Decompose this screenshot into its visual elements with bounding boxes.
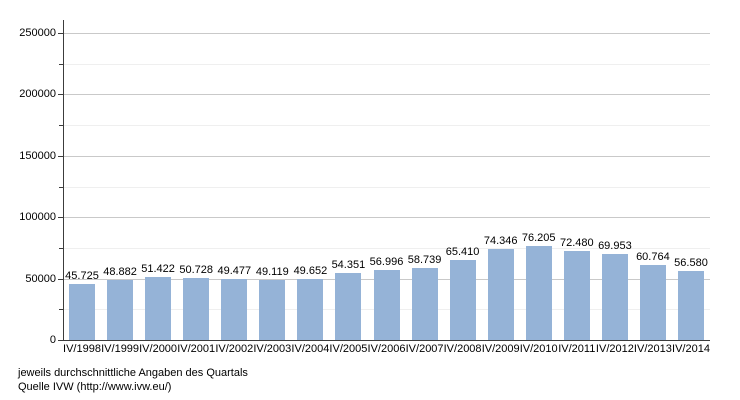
bar-value-label: 50.728 [179, 263, 214, 276]
bar-value-label: 76.205 [521, 232, 556, 245]
bar-value-label: 56.580 [674, 256, 708, 269]
bar-value-label: 74.346 [483, 234, 518, 247]
y-tick-label: 0 [49, 334, 56, 346]
bar [183, 277, 210, 340]
y-tick-label: 50000 [25, 272, 56, 285]
bar-value-label: 54.351 [331, 259, 366, 272]
bar-value-label: 72.480 [559, 237, 594, 249]
y-tick-minor [59, 125, 63, 127]
bar-value-label: 58.739 [407, 253, 442, 266]
y-tick-label: 100000 [19, 211, 56, 224]
bar [335, 273, 362, 340]
y-tick-label: 150000 [19, 149, 56, 162]
gridline-minor [63, 247, 710, 249]
y-tick-minor [59, 63, 63, 65]
footer-note: jeweils durchschnittliche Angaben des Qu… [18, 367, 248, 379]
y-tick-minor [59, 309, 63, 311]
x-tick-label: IV/2000 [139, 343, 178, 355]
y-tick-label: 200000 [19, 88, 56, 101]
bar [373, 270, 400, 340]
bar [525, 246, 552, 340]
bar-value-label: 65.410 [445, 245, 480, 258]
bar-value-label: 49.477 [217, 265, 252, 278]
x-tick-label: IV/2002 [215, 343, 254, 355]
x-tick-label: IV/2011 [558, 343, 596, 355]
x-tick-label: IV/2006 [367, 343, 406, 355]
x-tick-label: IV/2001 [177, 343, 216, 355]
x-tick-label: IV/1999 [101, 343, 140, 355]
x-tick-label: IV/2009 [481, 343, 520, 355]
y-tick-minor [59, 247, 63, 249]
y-tick-major [58, 33, 63, 34]
bar-value-label: 51.422 [141, 262, 175, 275]
y-tick-minor [59, 186, 63, 188]
x-tick-label: IV/2005 [329, 343, 368, 355]
bar-value-label: 48.882 [103, 266, 137, 278]
gridline-minor [63, 125, 710, 127]
y-tick-label: 250000 [19, 27, 56, 39]
bar [145, 276, 172, 340]
gridline-major [63, 33, 710, 34]
x-tick-label: IV/2014 [672, 343, 710, 355]
gridline-minor [63, 63, 710, 65]
x-tick-label: IV/2010 [519, 343, 558, 355]
bar [297, 279, 324, 340]
y-tick-major [58, 94, 63, 96]
bar [678, 270, 704, 340]
bar [69, 283, 95, 340]
bar [107, 280, 134, 340]
bar [221, 279, 248, 340]
bar [563, 251, 590, 340]
y-tick-major [58, 155, 63, 157]
y-tick-major [58, 217, 63, 219]
bar-value-label: 49.652 [293, 265, 328, 277]
x-tick-label: IV/2012 [595, 343, 634, 355]
bar-value-label: 60.764 [636, 251, 670, 264]
x-tick-label: IV/2013 [633, 343, 672, 355]
gridline-major [63, 155, 710, 157]
bar [259, 279, 286, 340]
gridline-major [63, 94, 710, 96]
x-tick-label: IV/2003 [253, 343, 292, 355]
bar-value-label: 69.953 [598, 240, 632, 253]
x-tick-label: IV/2007 [405, 343, 444, 355]
gridline-major [63, 217, 710, 219]
bar-value-label: 45.725 [65, 269, 99, 282]
x-tick-label: IV/1998 [63, 343, 101, 355]
bar [449, 259, 476, 340]
bar [411, 267, 438, 340]
bar-value-label: 49.119 [255, 265, 289, 278]
y-tick-major [58, 278, 63, 280]
bar [601, 254, 628, 340]
x-tick-label: IV/2008 [443, 343, 482, 355]
gridline-minor [63, 186, 710, 188]
footer-source: Quelle IVW (http://www.ivw.eu/) [18, 381, 172, 393]
bar [487, 248, 514, 340]
x-axis-line [58, 340, 710, 341]
y-axis-line [63, 20, 64, 340]
bar-value-label: 56.996 [369, 256, 404, 268]
x-tick-label: IV/2004 [291, 343, 330, 355]
bar [639, 265, 666, 340]
